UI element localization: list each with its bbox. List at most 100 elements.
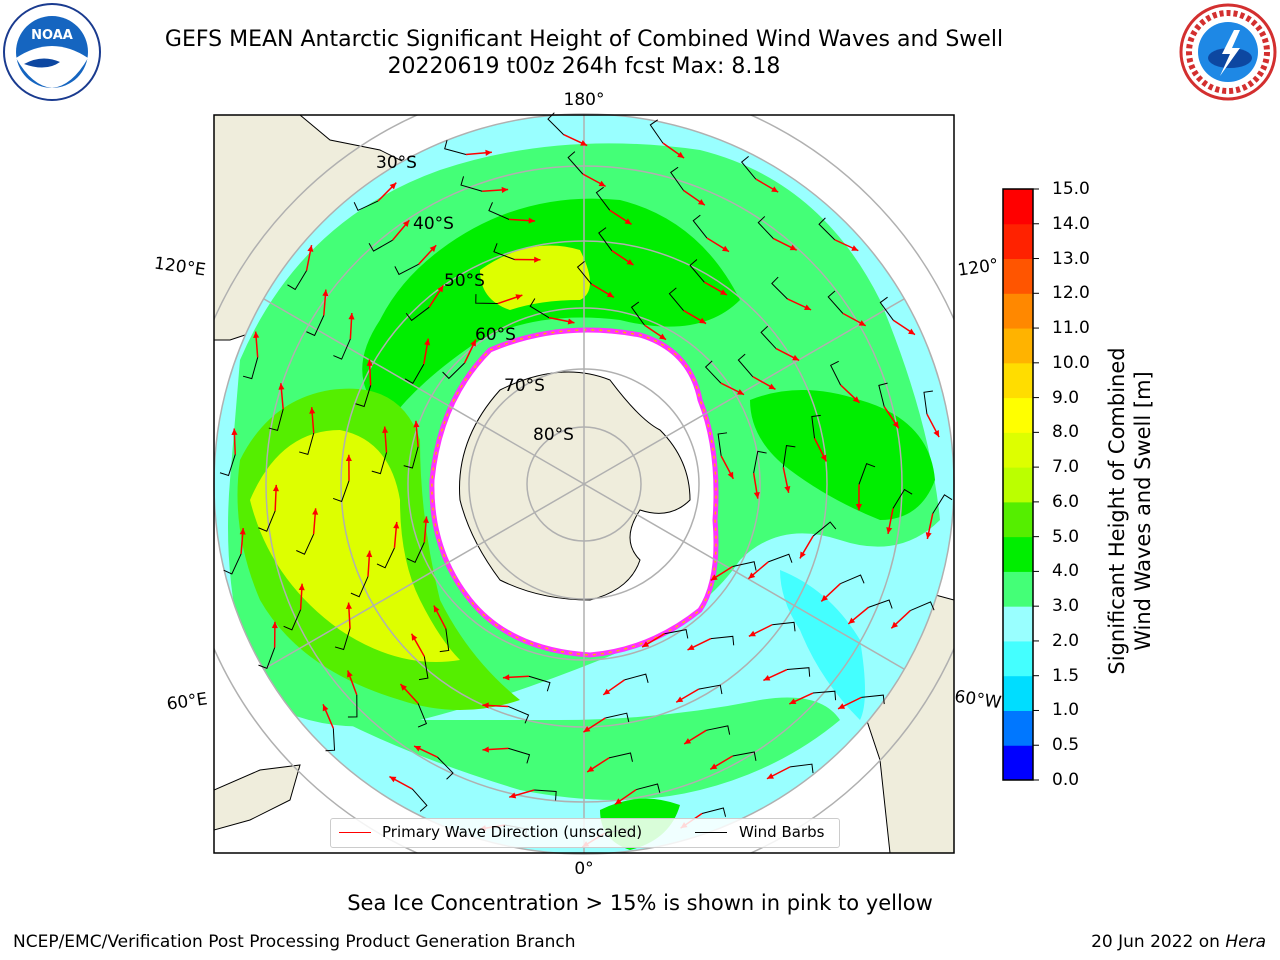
lat-label-50s: 50°S — [444, 271, 485, 291]
lon-label-lower-right: 60°W — [953, 687, 1002, 713]
wind-barb — [689, 259, 705, 283]
wave-arrow-head — [312, 508, 319, 515]
wind-barb — [299, 433, 315, 455]
colorbar-tick-label: 8.0 — [1052, 422, 1080, 443]
wave-arrow-head — [382, 426, 389, 434]
wave-arrow-head — [322, 289, 329, 297]
wind-barb — [283, 609, 302, 631]
wind-barb — [858, 463, 876, 485]
wave-arrow-head — [598, 180, 606, 187]
wave-arrow-head — [567, 318, 575, 325]
colorbar-segment — [1003, 467, 1033, 503]
wave-arrow-head — [851, 245, 859, 251]
colorbar-tick-label: 14.0 — [1052, 213, 1090, 234]
wind-barb — [528, 675, 551, 692]
wind-barb — [768, 553, 793, 563]
wind-barb — [287, 270, 307, 291]
wave-arrow-head — [892, 421, 899, 429]
wind-barb — [605, 712, 630, 723]
colorbar-tick-label: 1.0 — [1052, 700, 1080, 721]
wave-arrow-head — [278, 383, 285, 390]
wind-barb — [334, 628, 351, 651]
map-legend: Primary Wave Direction (unscaled) Wind B… — [330, 818, 840, 848]
wind-barb — [493, 243, 515, 260]
wind-barb — [355, 385, 372, 408]
colorbar-segment — [1003, 675, 1033, 711]
wave-arrow-head — [366, 359, 373, 366]
wave-arrow-head — [766, 773, 774, 779]
wave-arrow-head — [424, 338, 431, 346]
wave-arrow-head — [583, 726, 591, 733]
colorbar-tick-label: 6.0 — [1052, 491, 1080, 512]
wind-barb — [306, 315, 325, 337]
wind-barb — [737, 353, 754, 377]
colorbar-tick-label: 12.0 — [1052, 283, 1090, 304]
wind-barb — [811, 414, 821, 439]
footer-branch: NCEP/EMC/Verification Post Processing Pr… — [13, 932, 576, 952]
wind-barb — [840, 574, 865, 585]
wind-barb — [704, 360, 722, 384]
wind-barb — [717, 432, 728, 456]
wave-arrow-head — [606, 291, 614, 298]
wave-arrow-head — [789, 698, 797, 705]
wave-arrow-head — [322, 704, 329, 712]
wave-arrow-head — [231, 428, 238, 435]
lat-label-70s: 70°S — [504, 376, 545, 396]
wave-arrow-head — [820, 454, 827, 462]
lon-label-bottom: 0° — [574, 859, 593, 879]
wave-arrow-head — [502, 674, 510, 681]
colorbar-segment — [1003, 501, 1033, 538]
footer-date: 20 Jun 2022 on Hera — [1091, 932, 1266, 952]
wind-barb — [405, 306, 430, 322]
colorbar-segment — [1003, 571, 1033, 607]
wind-barb — [547, 112, 564, 135]
colorbar-segment — [1003, 397, 1033, 433]
colorbar-tick-label: 4.0 — [1052, 561, 1080, 582]
wave-arrow-head — [253, 331, 260, 339]
wind-barb — [668, 287, 684, 311]
wind-barb — [411, 788, 428, 812]
wave-arrow-head — [763, 675, 771, 681]
wave-arrow-head — [626, 259, 634, 266]
colorbar-tick-label: 5.0 — [1052, 526, 1080, 547]
wave-arrow-head — [789, 244, 797, 251]
wave-arrow-head — [908, 328, 915, 335]
colorbar-label-line1: Significant Height of Combined — [1105, 347, 1129, 675]
wave-arrow-head — [722, 245, 729, 252]
wind-barb — [258, 647, 276, 669]
wind-barb — [508, 747, 531, 764]
wave-arrow-head — [684, 738, 692, 745]
wave-arrow-head — [501, 186, 509, 193]
wave-arrow-head — [307, 245, 314, 252]
lon-label-upper-right: 120° — [956, 255, 999, 281]
wave-arrow-head — [411, 633, 418, 641]
wind-barb — [353, 200, 379, 212]
wind-barb — [350, 576, 369, 598]
wave-arrow-head — [348, 312, 355, 320]
wind-barb — [772, 621, 796, 632]
wind-barb — [830, 360, 841, 386]
wave-arrow-head — [727, 471, 734, 479]
wave-arrow-head — [659, 333, 666, 340]
colorbar-tick-label: 9.0 — [1052, 387, 1080, 408]
wind-barb — [771, 276, 788, 300]
wave-arrow-head — [821, 594, 828, 602]
wind-barb — [892, 488, 913, 509]
sea-ice-region — [429, 327, 719, 658]
wave-arrow-head — [389, 182, 397, 190]
wave-arrow-head — [309, 407, 316, 414]
lat-label-80s: 80°S — [533, 425, 574, 445]
wind-barb — [706, 725, 731, 735]
wind-barb — [488, 202, 510, 220]
wave-arrow-head — [345, 602, 352, 609]
wave-arrow-head — [422, 516, 430, 523]
colorbar-segment — [1003, 362, 1033, 399]
lon-label-upper-left: 120°E — [153, 253, 207, 280]
wind-barb — [376, 547, 395, 569]
wave-arrow-head — [509, 792, 517, 799]
wave-arrow-head — [748, 630, 756, 637]
wave-arrow-head — [848, 617, 856, 624]
wave-arrow-head — [433, 605, 440, 613]
wind-barb — [608, 752, 633, 762]
